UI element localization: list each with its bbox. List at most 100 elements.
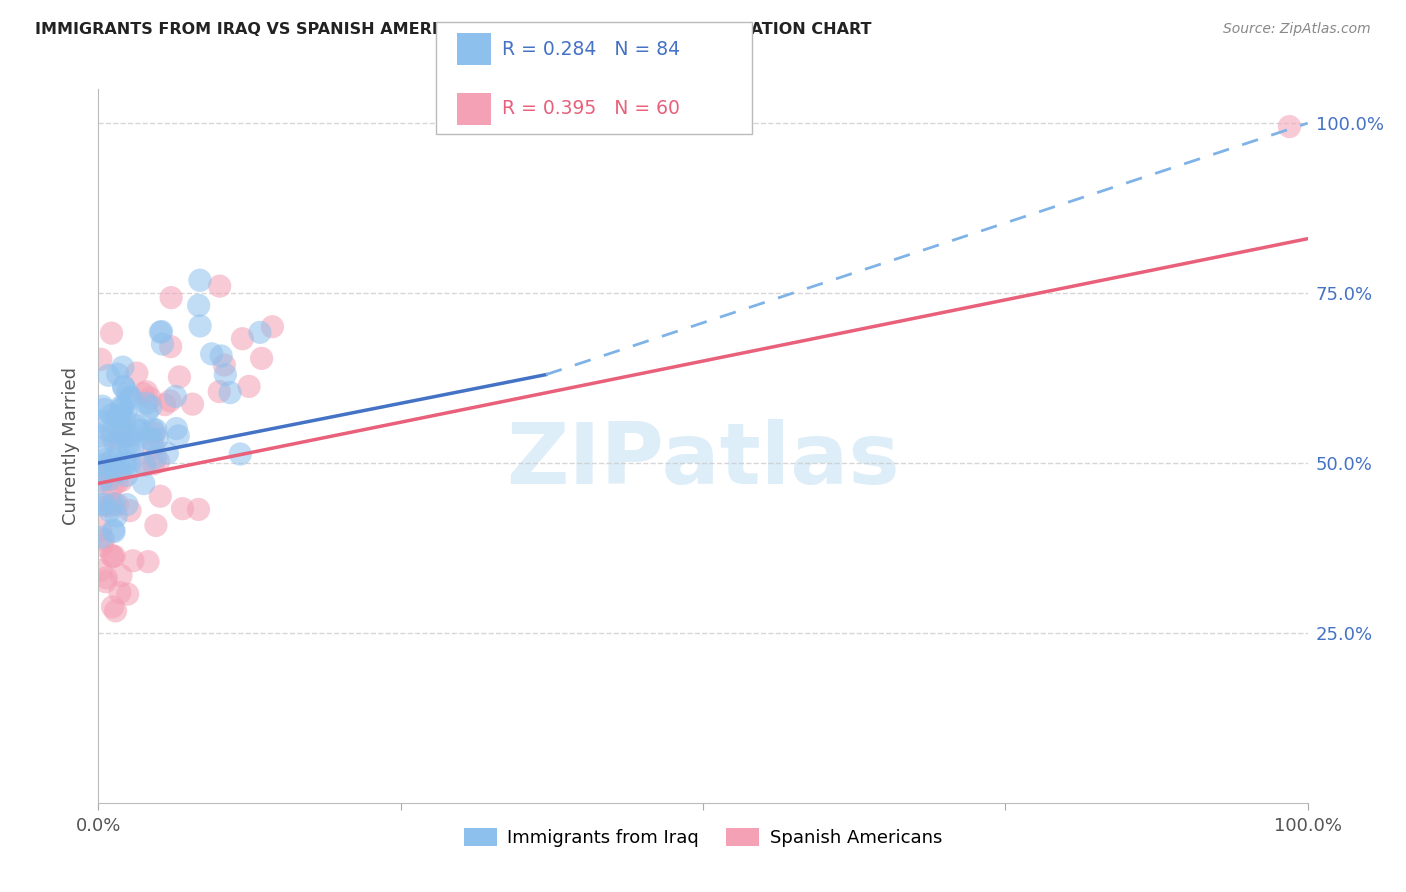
Point [118, 390, 141, 404]
Point [103, 523, 125, 537]
Text: Source: ZipAtlas.com: Source: ZipAtlas.com [1223, 22, 1371, 37]
Point [105, 509, 128, 524]
Text: R = 0.395   N = 60: R = 0.395 N = 60 [502, 99, 681, 119]
Legend: Immigrants from Iraq, Spanish Americans: Immigrants from Iraq, Spanish Americans [457, 822, 949, 855]
Point [115, 468, 138, 483]
Point [136, 406, 159, 420]
Point [97, 423, 120, 437]
Point [121, 554, 143, 568]
Point [249, 326, 271, 340]
Point [101, 430, 124, 444]
Point [96, 460, 118, 475]
Point [101, 452, 124, 467]
Point [112, 381, 135, 395]
Point [114, 412, 136, 426]
Point [187, 298, 209, 312]
Point [93, 497, 115, 511]
Point [110, 409, 132, 424]
Point [90, 523, 112, 537]
Point [111, 402, 134, 417]
Point [139, 391, 162, 405]
Point [145, 450, 167, 465]
Point [143, 426, 166, 441]
Point [214, 368, 236, 382]
Point [138, 432, 160, 446]
Point [115, 498, 138, 512]
Point [90, 458, 112, 472]
Point [115, 457, 138, 471]
Point [90, 467, 112, 481]
Point [146, 432, 169, 446]
Point [125, 366, 148, 380]
Point [114, 455, 136, 469]
Point [101, 599, 124, 614]
Point [231, 332, 253, 346]
Point [262, 319, 284, 334]
Point [105, 475, 128, 490]
Point [117, 437, 139, 451]
Point [97, 368, 120, 383]
Point [165, 421, 187, 435]
Point [117, 587, 139, 601]
Text: ZIPatlas: ZIPatlas [506, 418, 900, 502]
Point [160, 291, 183, 305]
Point [142, 457, 165, 471]
Point [120, 391, 142, 405]
Point [90, 500, 112, 514]
Point [112, 379, 135, 393]
Point [132, 476, 155, 491]
Point [108, 432, 131, 446]
Point [90, 498, 112, 512]
Point [169, 370, 191, 384]
Point [105, 497, 128, 511]
Point [159, 393, 181, 408]
Point [101, 480, 124, 494]
Point [153, 398, 176, 412]
Point [129, 423, 152, 437]
Point [142, 422, 165, 436]
Point [117, 429, 139, 443]
Point [181, 397, 204, 411]
Point [145, 423, 167, 437]
Point [90, 530, 112, 544]
Point [187, 502, 209, 516]
Point [188, 273, 211, 287]
Point [159, 340, 181, 354]
Point [152, 337, 174, 351]
Point [134, 458, 156, 472]
Point [125, 418, 148, 433]
Point [107, 411, 129, 425]
Point [100, 549, 122, 563]
Point [90, 352, 112, 367]
Point [90, 563, 112, 577]
Point [238, 379, 260, 393]
Point [100, 326, 122, 341]
Point [201, 347, 224, 361]
Point [107, 426, 129, 441]
Point [93, 402, 115, 417]
Point [112, 429, 135, 443]
Point [229, 447, 252, 461]
Point [101, 497, 124, 511]
Point [110, 568, 132, 582]
Point [98, 473, 121, 487]
Point [172, 501, 194, 516]
Point [107, 443, 129, 458]
Point [124, 438, 146, 452]
Point [103, 549, 125, 563]
Point [149, 325, 172, 339]
Point [91, 539, 114, 553]
Point [93, 533, 115, 547]
Point [135, 384, 157, 399]
Point [188, 318, 211, 333]
Point [93, 457, 115, 471]
Point [156, 446, 179, 460]
Point [208, 279, 231, 293]
Point [90, 476, 112, 491]
Y-axis label: Currently Married: Currently Married [62, 367, 80, 525]
Point [114, 406, 136, 420]
Point [94, 574, 117, 589]
Point [142, 441, 165, 455]
Point [141, 433, 163, 447]
Point [91, 399, 114, 413]
